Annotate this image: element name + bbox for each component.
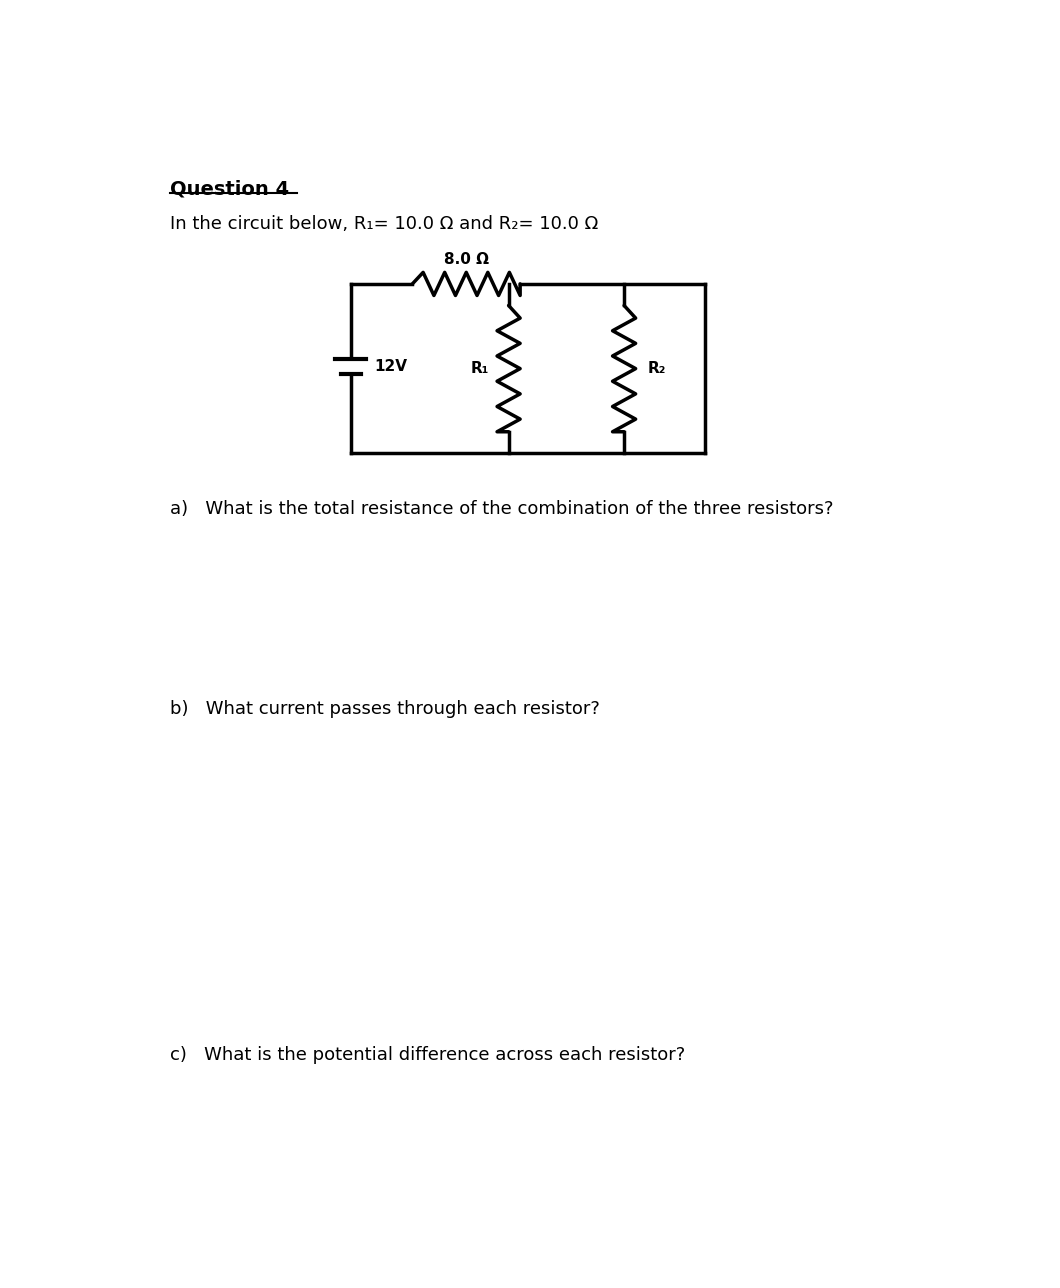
- Text: b)   What current passes through each resistor?: b) What current passes through each resi…: [170, 699, 600, 717]
- Text: c)   What is the potential difference across each resistor?: c) What is the potential difference acro…: [170, 1046, 685, 1064]
- Text: a)   What is the total resistance of the combination of the three resistors?: a) What is the total resistance of the c…: [170, 500, 833, 518]
- Text: In the circuit below, R₁= 10.0 Ω and R₂= 10.0 Ω: In the circuit below, R₁= 10.0 Ω and R₂=…: [170, 215, 598, 233]
- Text: 8.0 Ω: 8.0 Ω: [444, 252, 489, 267]
- Text: Question 4: Question 4: [170, 180, 289, 198]
- Text: R₁: R₁: [471, 361, 489, 376]
- Text: R₂: R₂: [648, 361, 666, 376]
- Text: 12V: 12V: [374, 359, 407, 374]
